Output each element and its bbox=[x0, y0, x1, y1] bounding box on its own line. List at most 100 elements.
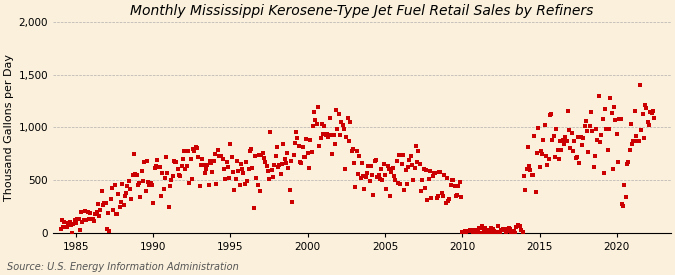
Point bbox=[287, 200, 298, 204]
Point bbox=[145, 181, 156, 186]
Point bbox=[269, 163, 279, 167]
Point bbox=[180, 167, 191, 171]
Point bbox=[206, 161, 217, 165]
Point bbox=[193, 155, 204, 159]
Point bbox=[301, 137, 312, 141]
Point bbox=[72, 216, 82, 221]
Point bbox=[319, 123, 330, 128]
Point bbox=[296, 161, 306, 165]
Point bbox=[472, 230, 483, 234]
Point bbox=[494, 230, 505, 235]
Point bbox=[489, 228, 500, 233]
Point bbox=[574, 161, 585, 166]
Point bbox=[528, 172, 539, 177]
Point bbox=[314, 144, 325, 148]
Point bbox=[585, 124, 595, 128]
Point bbox=[599, 171, 610, 175]
Point bbox=[259, 156, 269, 160]
Point bbox=[360, 174, 371, 179]
Point bbox=[420, 186, 431, 191]
Point bbox=[256, 153, 267, 158]
Point bbox=[267, 174, 278, 179]
Point bbox=[119, 194, 130, 198]
Point bbox=[433, 194, 443, 198]
Point bbox=[502, 229, 513, 233]
Point bbox=[633, 139, 644, 143]
Point bbox=[501, 230, 512, 235]
Point bbox=[452, 193, 462, 197]
Point bbox=[169, 158, 180, 163]
Point bbox=[471, 230, 482, 235]
Point bbox=[510, 230, 520, 235]
Point bbox=[124, 179, 134, 184]
Point bbox=[462, 229, 472, 233]
Point bbox=[63, 220, 74, 225]
Point bbox=[418, 167, 429, 171]
Point bbox=[342, 116, 353, 120]
Point bbox=[422, 198, 433, 202]
Point bbox=[263, 169, 273, 173]
Point bbox=[362, 171, 373, 175]
Point bbox=[132, 183, 143, 187]
Point bbox=[300, 155, 310, 160]
Point bbox=[389, 174, 400, 178]
Point bbox=[490, 230, 501, 234]
Point bbox=[406, 153, 416, 158]
Point bbox=[308, 124, 319, 128]
Point bbox=[173, 173, 184, 177]
Point bbox=[605, 96, 616, 100]
Point bbox=[435, 170, 446, 174]
Point bbox=[480, 225, 491, 230]
Point bbox=[188, 146, 198, 151]
Point bbox=[239, 182, 250, 186]
Point bbox=[390, 178, 401, 182]
Point bbox=[271, 145, 282, 149]
Point bbox=[609, 104, 620, 109]
Point bbox=[324, 116, 335, 120]
Point bbox=[142, 180, 153, 184]
Point bbox=[517, 230, 528, 235]
Point bbox=[583, 150, 594, 154]
Point bbox=[243, 167, 254, 172]
Point bbox=[368, 193, 379, 197]
Point bbox=[233, 169, 244, 173]
Point bbox=[470, 228, 481, 232]
Point bbox=[615, 117, 626, 121]
Point bbox=[186, 177, 197, 181]
Point bbox=[94, 213, 105, 218]
Point bbox=[128, 172, 138, 177]
Point bbox=[535, 149, 546, 153]
Point bbox=[217, 157, 228, 162]
Point bbox=[580, 119, 591, 123]
Point bbox=[348, 146, 358, 151]
Point bbox=[531, 190, 541, 194]
Point bbox=[392, 158, 402, 163]
Point bbox=[439, 173, 450, 177]
Point bbox=[105, 196, 116, 201]
Point bbox=[138, 178, 148, 183]
Point bbox=[196, 163, 207, 167]
Point bbox=[352, 172, 363, 176]
Point bbox=[114, 205, 125, 209]
Point bbox=[542, 163, 553, 167]
Point bbox=[632, 139, 643, 144]
Point bbox=[290, 140, 300, 145]
Point bbox=[134, 181, 144, 185]
Point bbox=[613, 160, 624, 164]
Point bbox=[344, 139, 354, 143]
Point bbox=[538, 138, 549, 142]
Point bbox=[506, 230, 516, 235]
Y-axis label: Thousand Gallons per Day: Thousand Gallons per Day bbox=[4, 54, 14, 201]
Point bbox=[440, 201, 451, 205]
Point bbox=[592, 138, 603, 142]
Point bbox=[350, 185, 361, 189]
Point bbox=[596, 133, 607, 138]
Point bbox=[78, 218, 89, 223]
Point bbox=[612, 132, 622, 136]
Point bbox=[491, 230, 502, 234]
Point bbox=[441, 176, 452, 181]
Point bbox=[207, 170, 218, 174]
Point bbox=[292, 136, 303, 141]
Point bbox=[202, 163, 213, 168]
Point bbox=[128, 152, 139, 156]
